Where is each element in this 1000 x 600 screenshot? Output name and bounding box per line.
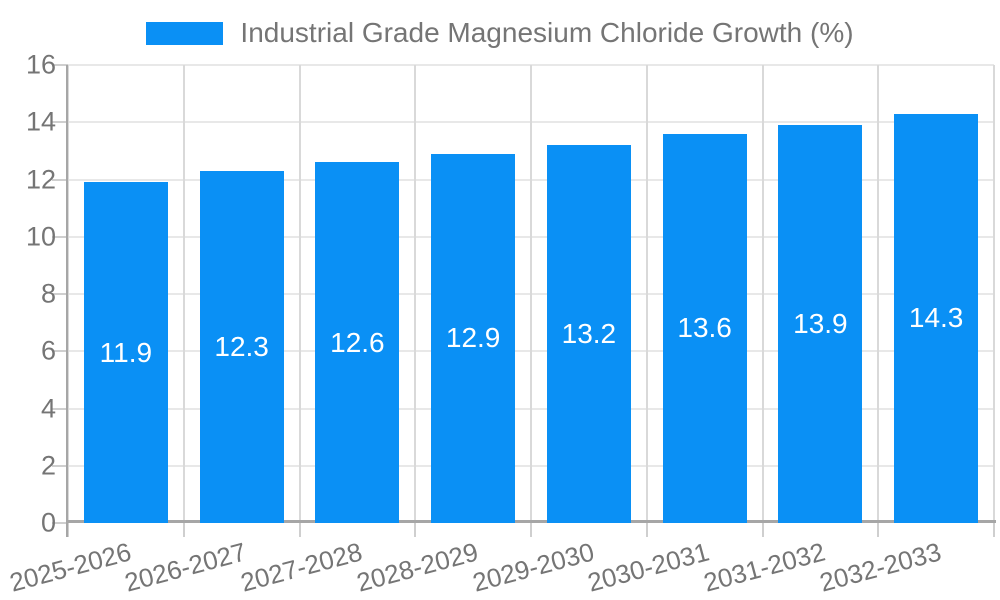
bar-value-label: 12.3	[214, 330, 269, 362]
legend-swatch	[146, 21, 224, 45]
x-tick-mark	[414, 523, 417, 537]
gridline-v	[298, 65, 301, 523]
y-tick-mark	[52, 178, 68, 181]
x-tick-label: 2026-2027	[121, 536, 250, 598]
bar-value-label: 13.9	[793, 308, 848, 340]
bar: 13.9	[778, 125, 863, 523]
x-tick-label: 2025-2026	[5, 536, 134, 598]
gridline-v	[530, 65, 532, 523]
gridline-v	[761, 65, 764, 523]
x-tick-mark	[761, 523, 764, 537]
x-tick-label: 2032-2033	[816, 536, 945, 598]
x-tick-mark	[877, 523, 880, 537]
y-tick-label: 12	[25, 164, 56, 194]
x-tick-mark	[993, 523, 995, 537]
bar-value-label: 13.6	[677, 312, 732, 344]
y-tick-label: 6	[40, 335, 56, 366]
gridline-v	[645, 65, 648, 523]
legend: Industrial Grade Magnesium Chloride Grow…	[0, 19, 1000, 47]
y-tick-mark	[52, 293, 68, 295]
bar: 13.6	[662, 133, 747, 523]
x-axis-line	[66, 520, 996, 523]
gridline-v	[67, 65, 69, 523]
y-tick-mark	[52, 350, 68, 353]
y-axis-line	[66, 65, 68, 537]
bar-value-label: 14.3	[908, 302, 964, 334]
x-tick-label: 2028-2029	[353, 536, 482, 598]
x-tick-label: 2029-2030	[468, 536, 597, 598]
bar-value-label: 11.9	[99, 336, 153, 368]
y-tick-mark	[52, 64, 68, 66]
y-tick-label: 8	[40, 278, 56, 309]
y-tick-mark	[52, 121, 68, 124]
bar: 12.3	[199, 170, 284, 523]
bar: 14.3	[894, 113, 979, 523]
y-tick-mark	[52, 407, 68, 410]
bar-value-label: 12.9	[445, 322, 501, 354]
gridline-v	[182, 65, 185, 523]
x-tick-label: 2030-2031	[584, 536, 713, 598]
y-tick-label: 2	[40, 450, 56, 481]
gridline-v	[877, 65, 880, 523]
bar: 13.2	[546, 145, 631, 523]
bar-value-label: 13.2	[561, 318, 617, 350]
gridline-v	[414, 65, 417, 523]
y-tick-mark	[52, 522, 68, 524]
y-tick-mark	[52, 235, 68, 238]
y-tick-label: 0	[40, 507, 56, 538]
y-tick-label: 10	[25, 221, 56, 252]
x-tick-label: 2031-2032	[700, 536, 829, 598]
bar: 12.9	[431, 153, 516, 523]
gridline-v	[993, 65, 995, 523]
bar: 12.6	[315, 162, 400, 523]
x-tick-label: 2027-2028	[237, 536, 366, 598]
bar: 11.9	[83, 182, 168, 523]
y-tick-mark	[52, 464, 68, 467]
legend-label: Industrial Grade Magnesium Chloride Grow…	[240, 17, 854, 48]
x-tick-mark	[67, 523, 69, 537]
y-tick-label: 4	[40, 393, 56, 423]
x-tick-mark	[298, 523, 301, 537]
bar-value-label: 12.6	[330, 326, 385, 358]
y-tick-label: 16	[25, 49, 56, 80]
x-tick-mark	[182, 523, 185, 537]
x-tick-mark	[645, 523, 648, 537]
y-tick-label: 14	[25, 106, 56, 137]
x-tick-mark	[530, 523, 532, 537]
